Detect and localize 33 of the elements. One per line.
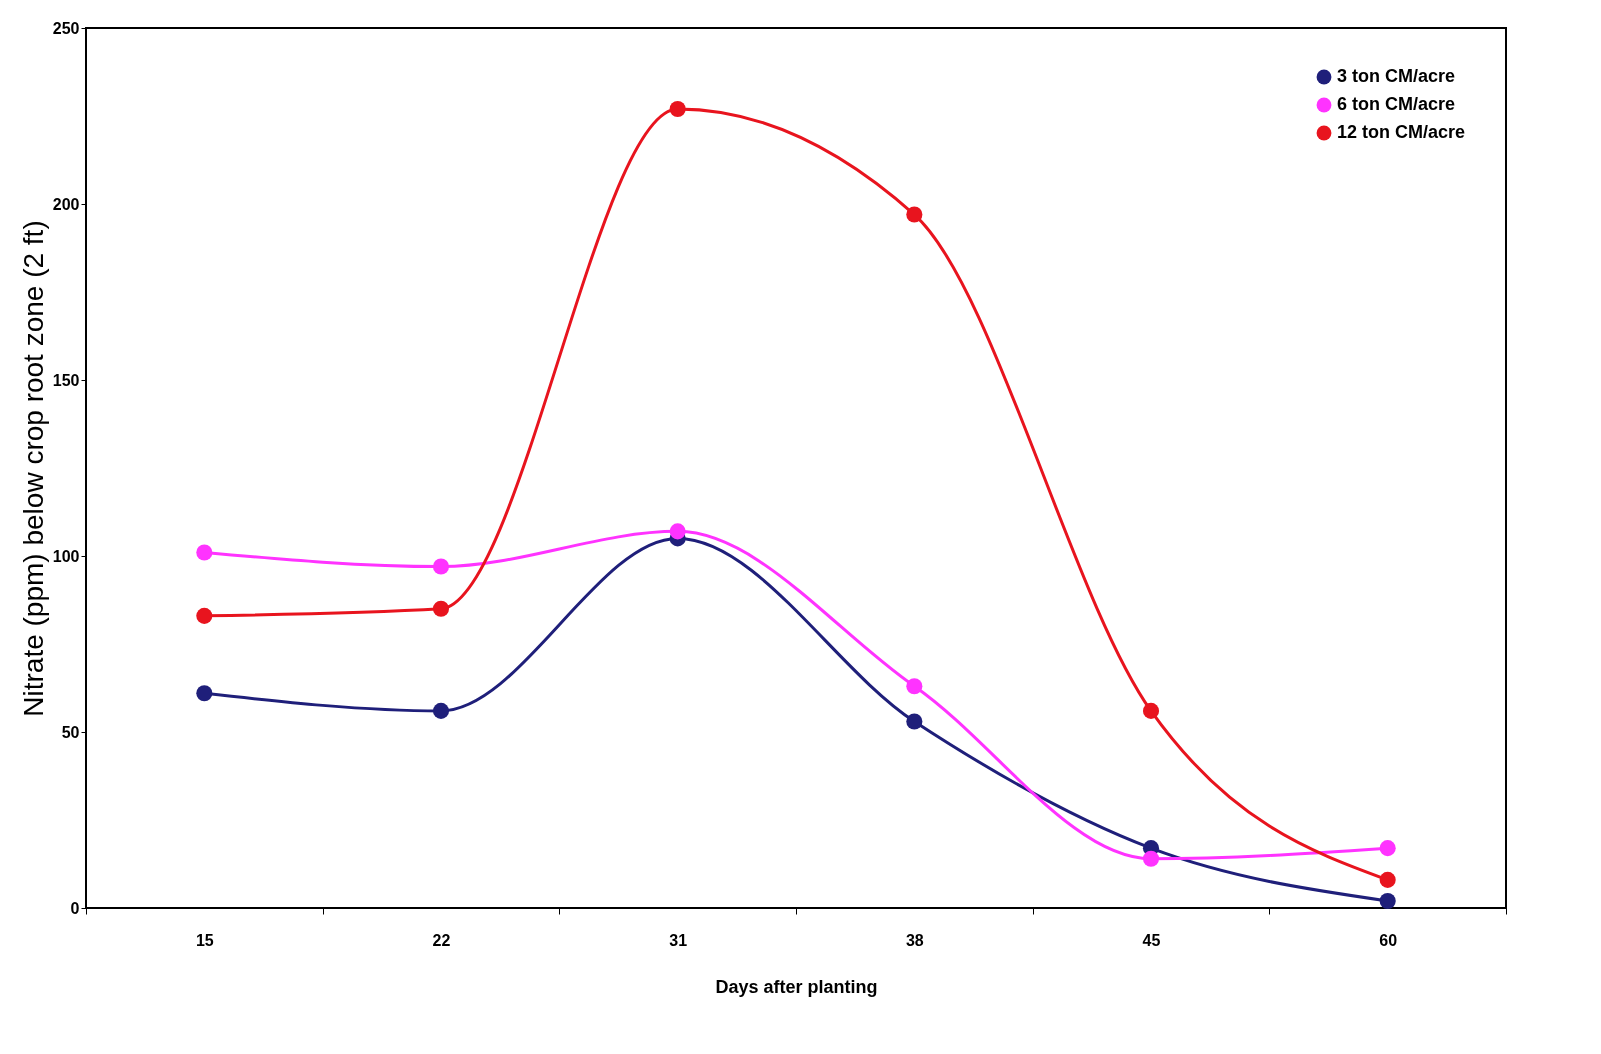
point [906, 678, 923, 695]
point [1379, 892, 1396, 910]
x-tick-label: 45 [1142, 931, 1161, 949]
legend-label: 12 ton CM/acre [1337, 122, 1466, 142]
y-tick-label: 100 [52, 547, 80, 565]
y-axis-title: Nitrate (ppm) below crop root zone (2 ft) [17, 220, 49, 717]
point [196, 607, 213, 624]
point [669, 100, 686, 118]
x-tick-label: 31 [669, 931, 688, 949]
y-tick-label: 200 [52, 195, 80, 213]
legend-label: 6 ton CM/acre [1337, 94, 1456, 114]
point [906, 713, 923, 730]
point [1379, 840, 1396, 857]
y-tick-label: 250 [52, 19, 80, 37]
point [432, 558, 450, 575]
point [196, 685, 213, 702]
x-tick-label: 15 [195, 931, 214, 949]
point [196, 544, 213, 561]
y-tick-label: 150 [52, 371, 80, 389]
point [1142, 850, 1160, 867]
y-tick-label: 50 [61, 723, 80, 741]
x-axis-title: Days after planting [715, 976, 878, 997]
y-tick-label: 0 [70, 899, 80, 917]
point [1142, 702, 1160, 719]
x-tick-label: 38 [905, 931, 924, 949]
point [906, 206, 923, 223]
point [432, 600, 450, 617]
legend-label: 3 ton CM/acre [1337, 66, 1456, 86]
x-tick-label: 22 [432, 931, 451, 949]
point [1379, 871, 1396, 888]
point [432, 702, 450, 719]
x-tick-label: 60 [1379, 931, 1398, 949]
point [669, 523, 686, 540]
